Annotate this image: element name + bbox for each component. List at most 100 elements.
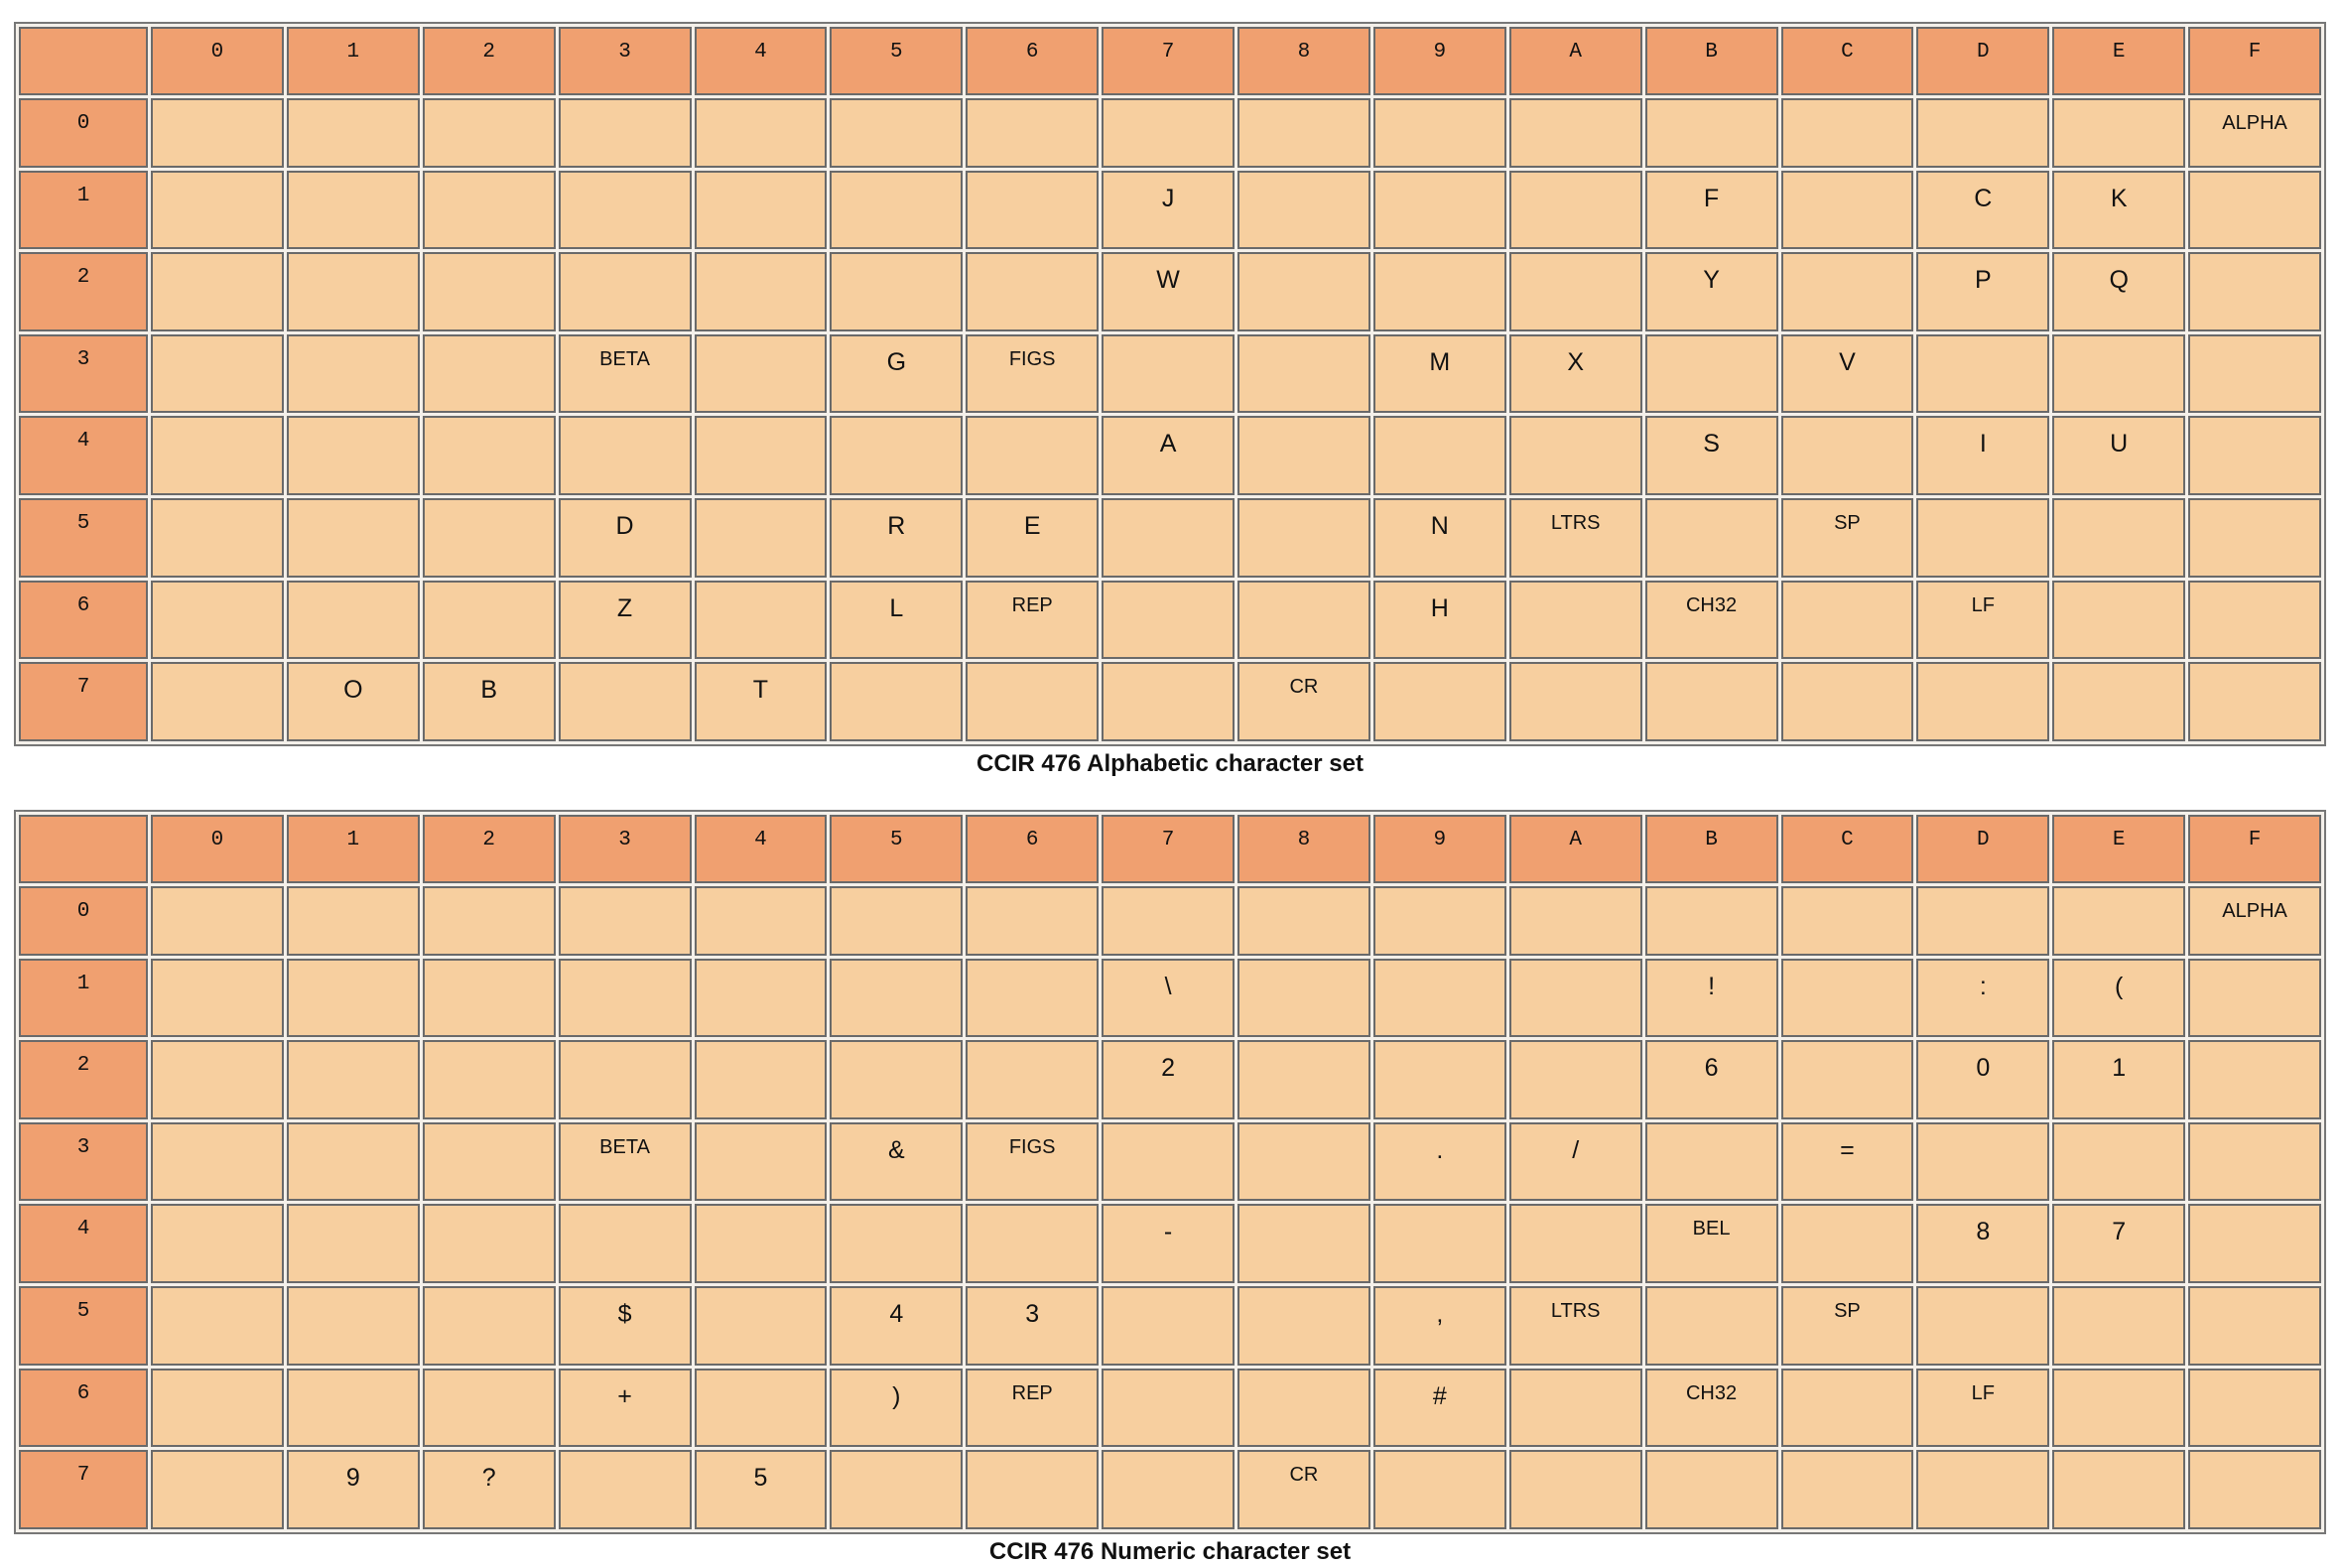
table-cell <box>1916 98 2050 168</box>
table-cell <box>1780 98 1914 168</box>
table-cell: + <box>558 1368 692 1448</box>
table-cell <box>1780 1368 1914 1448</box>
table-cell <box>151 416 284 496</box>
column-header: 2 <box>422 27 556 96</box>
table-cell <box>558 1040 692 1119</box>
table-cell <box>1780 1450 1914 1529</box>
table-cell <box>966 958 1100 1038</box>
table-cell <box>151 333 284 414</box>
column-header: B <box>1644 815 1778 884</box>
table-cell <box>2052 1286 2186 1366</box>
table-cell: $ <box>558 1286 692 1366</box>
table-cell <box>966 170 1100 250</box>
table-cell <box>422 498 556 578</box>
table-cell <box>2188 1204 2321 1284</box>
column-header: D <box>1916 27 2050 96</box>
table-cell <box>558 416 692 496</box>
table-cell <box>1102 498 1235 578</box>
table-row: 0 ALPHA <box>19 98 2321 168</box>
table-cell: REP <box>966 580 1100 660</box>
table-cell <box>2188 958 2321 1038</box>
table-cell: LTRS <box>1508 498 1642 578</box>
table-cell: BETA <box>558 333 692 414</box>
table-cell <box>286 958 420 1038</box>
table-cell: CH32 <box>1644 1368 1778 1448</box>
table-cell: C <box>1916 170 2050 250</box>
table-cell <box>2188 1286 2321 1366</box>
table-cell: , <box>1372 1286 1506 1366</box>
corner-cell <box>19 815 148 884</box>
row-header: 2 <box>19 1040 148 1119</box>
table-cell: ! <box>1644 958 1778 1038</box>
table-row: 6 +) REP # CH32 LF <box>19 1368 2321 1448</box>
table-cell: R <box>830 498 964 578</box>
table-cell <box>1780 1040 1914 1119</box>
table-cell <box>1780 1204 1914 1284</box>
table-cell <box>151 1450 284 1529</box>
table-cell <box>151 1286 284 1366</box>
table-cell <box>286 886 420 956</box>
table-cell <box>1237 580 1370 660</box>
table-cell <box>1237 252 1370 331</box>
table-cell: 3 <box>966 1286 1100 1366</box>
table-row: 4 - BEL 8 7 <box>19 1204 2321 1284</box>
table-row: 6 Z L REP H CH32 LF <box>19 580 2321 660</box>
table-cell <box>1102 1286 1235 1366</box>
table-cell: H <box>1372 580 1506 660</box>
row-header: 1 <box>19 958 148 1038</box>
column-header: C <box>1780 815 1914 884</box>
table-cell <box>1372 1040 1506 1119</box>
table-cell <box>1644 662 1778 741</box>
column-header: A <box>1508 815 1642 884</box>
row-header: 7 <box>19 1450 148 1529</box>
table-cell <box>558 886 692 956</box>
table-cell <box>830 886 964 956</box>
table-cell: F <box>1644 170 1778 250</box>
row-header: 3 <box>19 333 148 414</box>
table-cell: 5 <box>694 1450 828 1529</box>
table-cell <box>1372 252 1506 331</box>
table-cell: U <box>2052 416 2186 496</box>
table-cell: O <box>286 662 420 741</box>
table-row: 7 9? 5 CR <box>19 1450 2321 1529</box>
table-cell: \ <box>1102 958 1235 1038</box>
table-cell <box>1644 498 1778 578</box>
table-cell <box>2188 498 2321 578</box>
table-cell <box>1916 1450 2050 1529</box>
table-cell: W <box>1102 252 1235 331</box>
table-cell <box>2052 1368 2186 1448</box>
table-cell <box>830 662 964 741</box>
table-cell <box>286 252 420 331</box>
table-cell <box>1780 886 1914 956</box>
table-cell: 2 <box>1102 1040 1235 1119</box>
table-cell: 7 <box>2052 1204 2186 1284</box>
table-cell <box>694 1204 828 1284</box>
table-cell <box>1508 1204 1642 1284</box>
table-cell <box>1237 333 1370 414</box>
table-cell <box>2052 580 2186 660</box>
table-cell <box>2188 1450 2321 1529</box>
table-cell <box>1237 886 1370 956</box>
table-cell: = <box>1780 1121 1914 1202</box>
table-cell: FIGS <box>966 1121 1100 1202</box>
table-cell <box>151 886 284 956</box>
table-cell <box>1372 1450 1506 1529</box>
table-cell <box>1237 498 1370 578</box>
table-cell <box>151 958 284 1038</box>
table-cell <box>1508 1040 1642 1119</box>
table-cell <box>1372 662 1506 741</box>
table-cell <box>694 580 828 660</box>
table-cell <box>286 98 420 168</box>
character-table: 0 1 2 3 4 5 6 7 8 9 A B C D E F 0 ALPHA 1 J F C K 2 W Y P Q 3 BETA G FI… <box>14 22 2326 746</box>
table-cell <box>2052 333 2186 414</box>
table-cell <box>1237 1040 1370 1119</box>
table-caption: CCIR 476 Numeric character set <box>988 1538 1352 1565</box>
table-cell <box>558 98 692 168</box>
column-header: 7 <box>1102 27 1235 96</box>
table-cell <box>151 252 284 331</box>
table-cell: L <box>830 580 964 660</box>
table-cell <box>558 170 692 250</box>
table-cell <box>966 886 1100 956</box>
